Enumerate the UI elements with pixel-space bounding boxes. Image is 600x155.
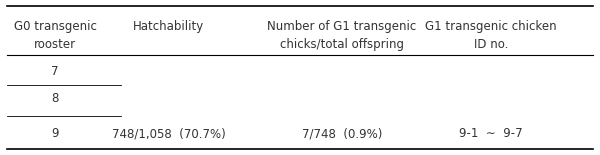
Text: 748/1,058  (70.7%): 748/1,058 (70.7%)	[112, 127, 226, 140]
Text: Hatchability: Hatchability	[133, 20, 204, 33]
Text: 7: 7	[52, 65, 59, 78]
Text: 9-1  ∼  9-7: 9-1 ∼ 9-7	[459, 127, 523, 140]
Text: 8: 8	[52, 92, 59, 105]
Text: G1 transgenic chicken
ID no.: G1 transgenic chicken ID no.	[425, 20, 557, 51]
Text: Number of G1 transgenic
chicks/total offspring: Number of G1 transgenic chicks/total off…	[267, 20, 416, 51]
Text: 9: 9	[52, 127, 59, 140]
Text: G0 transgenic
rooster: G0 transgenic rooster	[14, 20, 97, 51]
Text: 7/748  (0.9%): 7/748 (0.9%)	[302, 127, 382, 140]
